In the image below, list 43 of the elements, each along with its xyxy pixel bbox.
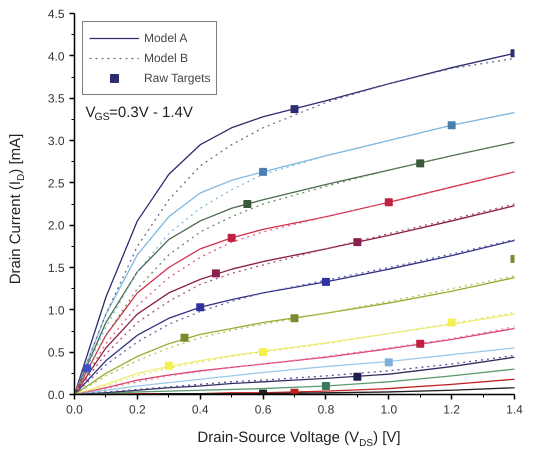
y-tick-label: 3.0 bbox=[48, 134, 65, 148]
y-tick-label: 0.0 bbox=[48, 388, 65, 402]
y-tick-label: 1.5 bbox=[48, 261, 65, 275]
x-tick-label: 1.0 bbox=[380, 402, 398, 416]
y-tick-label: 4.5 bbox=[48, 7, 65, 21]
x-axis-title: Drain-Source Voltage (V$_{DS}$) [V] bbox=[197, 428, 401, 451]
point bbox=[259, 348, 268, 356]
y-tick-label: 1.0 bbox=[48, 303, 65, 318]
point bbox=[290, 105, 298, 114]
point bbox=[196, 303, 204, 312]
x-tick-label: 1.4 bbox=[506, 402, 524, 416]
x-tick-label: 0.8 bbox=[318, 402, 335, 416]
y-tick-label: 0.5 bbox=[48, 346, 65, 360]
y-tick-label: 2.5 bbox=[48, 176, 65, 190]
point bbox=[322, 278, 330, 286]
point bbox=[353, 238, 362, 246]
x-tick-label: 1.2 bbox=[443, 402, 460, 416]
point bbox=[164, 362, 173, 370]
point bbox=[290, 314, 298, 322]
point bbox=[228, 234, 236, 242]
y-tick-label: 3.5 bbox=[48, 92, 65, 106]
x-tick-label: 0.6 bbox=[254, 402, 272, 416]
y-tick-label: 4.0 bbox=[48, 49, 65, 64]
legend-label: Raw Targets bbox=[144, 71, 210, 85]
point bbox=[243, 200, 252, 208]
point bbox=[83, 364, 92, 372]
point bbox=[259, 168, 268, 176]
x-tick-label: 0.4 bbox=[192, 402, 209, 416]
point bbox=[322, 382, 330, 390]
legend-label: Model A bbox=[144, 31, 188, 45]
point bbox=[384, 198, 393, 206]
point bbox=[384, 358, 393, 366]
point bbox=[416, 340, 424, 348]
point bbox=[212, 269, 220, 278]
y-tick-label: 2.0 bbox=[48, 218, 65, 233]
x-tick-label: 0.0 bbox=[66, 402, 84, 416]
point bbox=[448, 121, 456, 130]
legend-label: Model B bbox=[144, 51, 188, 65]
point bbox=[353, 372, 362, 381]
x-tick-label: 0.2 bbox=[129, 402, 146, 416]
point bbox=[448, 318, 456, 327]
point bbox=[416, 159, 424, 168]
point bbox=[180, 334, 188, 342]
